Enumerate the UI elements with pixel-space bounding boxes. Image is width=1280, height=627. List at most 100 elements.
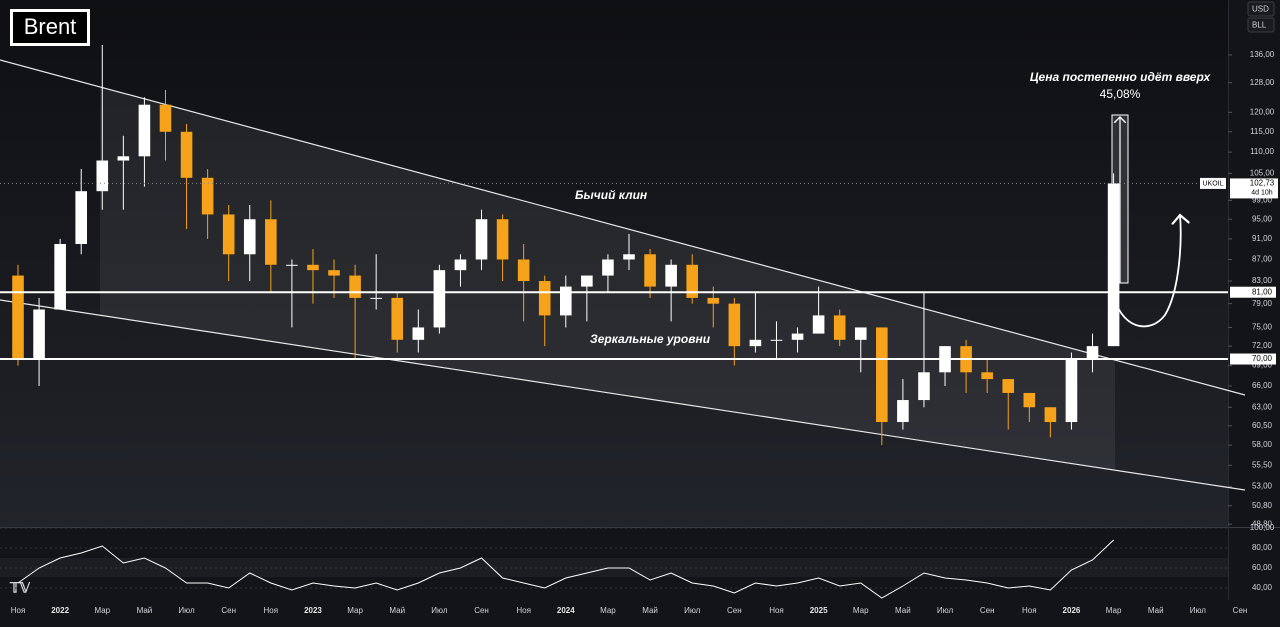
candle-body (433, 270, 446, 328)
candle-body (749, 339, 762, 347)
candle-body (728, 303, 741, 347)
target-annotation: Цена постепенно идёт вверх (1030, 70, 1212, 84)
candle-body (812, 315, 825, 334)
mirror-annotation: Зеркальные уровни (590, 332, 711, 346)
y-tick-label: 53,00 (1252, 481, 1273, 490)
x-tick-label: Ноя (1022, 606, 1037, 615)
y-tick-label: 60,50 (1252, 421, 1273, 430)
title: Brent (24, 14, 77, 39)
candle-body (707, 297, 720, 304)
countdown: 4d 10h (1251, 189, 1273, 196)
x-tick-label: 2023 (304, 606, 322, 615)
unit: BLL (1252, 21, 1267, 30)
currency-box (1247, 1, 1275, 17)
rsi-tick-label: 40,00 (1252, 583, 1273, 592)
candle-body (286, 264, 298, 266)
y-tick-label: 128,00 (1250, 78, 1275, 87)
y-tick-label: 72,00 (1252, 341, 1273, 350)
rsi-line (17, 539, 1114, 599)
x-tick-label: Сен (727, 606, 742, 615)
candle-body (180, 131, 193, 178)
y-tick-label: 79,00 (1252, 299, 1273, 308)
y-tick-label: 69,00 (1252, 361, 1273, 370)
candle-body (96, 160, 109, 192)
candle-body (475, 219, 488, 260)
candle-body (686, 264, 699, 298)
candle-body (644, 254, 656, 287)
x-tick-label: Мар (347, 606, 363, 615)
y-tick-label: 105,00 (1250, 169, 1275, 178)
x-tick-label: Ноя (516, 606, 531, 615)
candle-body (349, 275, 361, 298)
x-tick-label: Июл (178, 606, 195, 615)
y-tick-label: 110,00 (1250, 147, 1274, 156)
x-tick-label: Мар (94, 606, 110, 615)
y-tick-label: 115,00 (1250, 127, 1274, 136)
candle-body (538, 281, 551, 316)
candle-body (1107, 183, 1120, 347)
candle-body (117, 156, 130, 161)
candle-body (559, 286, 572, 316)
y-tick-label: 83,00 (1252, 276, 1273, 285)
candle-body (876, 327, 888, 423)
x-tick-label: Мар (1106, 606, 1122, 615)
candle-body (265, 219, 277, 265)
x-tick-label: Май (389, 606, 405, 615)
y-tick-label: 58,00 (1252, 440, 1273, 449)
level-label: 70,00 (1252, 354, 1273, 363)
unit-box (1247, 17, 1275, 33)
rsi-tick-label: 100,00 (1250, 523, 1275, 532)
candle-body (54, 243, 66, 310)
candle-body (854, 327, 867, 340)
y-tick-label: 99,00 (1252, 195, 1273, 204)
candle-body (897, 400, 909, 423)
x-tick-label: Сен (221, 606, 236, 615)
candle-body (918, 372, 930, 401)
candle-body (1086, 346, 1099, 360)
plot-background (0, 0, 1228, 527)
forecast-arrow (1111, 215, 1181, 328)
x-tick-label: Сен (1233, 606, 1248, 615)
candle-body (201, 177, 214, 215)
candle-body (12, 275, 24, 360)
candle-body (454, 259, 467, 271)
level-label-box (1230, 353, 1276, 365)
candle-body (496, 219, 509, 260)
y-tick-label: 95,00 (1252, 214, 1273, 223)
candle-body (412, 327, 425, 340)
symbol-box (1200, 177, 1226, 189)
x-tick-label: 2022 (51, 606, 69, 615)
candle-body (243, 219, 256, 255)
x-tick-label: Июл (431, 606, 448, 615)
last-price-label: 102,73 (1250, 179, 1275, 188)
last-price-box (1230, 178, 1278, 199)
y-tick-label: 91,00 (1252, 234, 1273, 243)
wedge-upper-line (0, 59, 1246, 396)
symbol-label: UKOIL (1202, 180, 1223, 187)
wedge-annotation: Бычий клин (575, 188, 648, 202)
candle-body (623, 254, 635, 260)
y-tick-label: 55,50 (1252, 460, 1273, 469)
y-tick-label: 136,00 (1250, 50, 1275, 59)
candle-body (791, 333, 804, 340)
candle-body (138, 104, 151, 157)
candle-body (1023, 392, 1036, 408)
x-tick-label: Май (895, 606, 911, 615)
candle-body (33, 309, 45, 360)
x-tick-label: Мар (853, 606, 869, 615)
currency: USD (1252, 5, 1269, 14)
level-label: 81,00 (1252, 287, 1273, 296)
candle-body (517, 259, 530, 282)
candle-body (307, 264, 319, 271)
x-tick-label: Сен (474, 606, 489, 615)
y-tick-label: 63,00 (1252, 402, 1273, 411)
logo: 𝕋𝕍 (9, 580, 31, 596)
x-tick-label: Июл (684, 606, 701, 615)
y-tick-label: 48,80 (1252, 519, 1273, 528)
candle-body (159, 104, 172, 132)
level-label-box (1230, 286, 1276, 298)
x-tick-label: Май (137, 606, 153, 615)
x-tick-label: Июл (1190, 606, 1207, 615)
x-tick-label: Мар (600, 606, 616, 615)
candle-body (770, 339, 783, 341)
